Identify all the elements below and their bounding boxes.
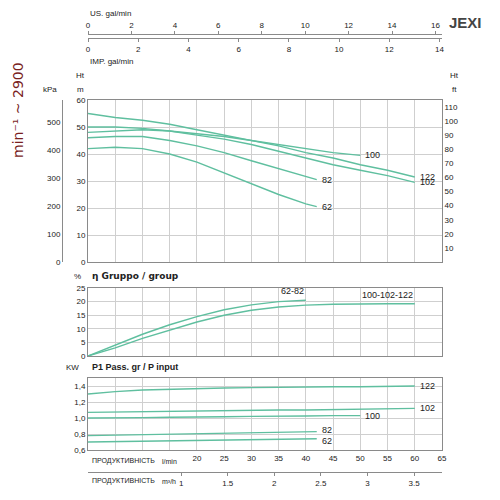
svg-text:10: 10 — [76, 325, 85, 334]
svg-text:ПРОДУКТИВНІСТЬ: ПРОДУКТИВНІСТЬ — [92, 477, 155, 485]
svg-text:65: 65 — [438, 454, 447, 463]
svg-text:30: 30 — [445, 216, 454, 225]
svg-text:Ht: Ht — [450, 71, 459, 80]
svg-text:62-82: 62-82 — [281, 286, 304, 296]
svg-text:5: 5 — [81, 338, 86, 347]
svg-text:1,2: 1,2 — [74, 398, 86, 407]
svg-text:45: 45 — [329, 454, 338, 463]
svg-text:15: 15 — [76, 311, 85, 320]
svg-text:90: 90 — [445, 131, 454, 140]
svg-text:0: 0 — [86, 21, 91, 30]
svg-text:40: 40 — [301, 454, 310, 463]
svg-text:0,6: 0,6 — [74, 446, 86, 455]
svg-text:500: 500 — [47, 118, 61, 127]
svg-text:102: 102 — [420, 177, 435, 187]
svg-text:62: 62 — [322, 436, 332, 446]
svg-text:35: 35 — [274, 454, 283, 463]
svg-text:8: 8 — [260, 21, 265, 30]
svg-text:KW: KW — [66, 363, 79, 372]
svg-text:122: 122 — [420, 381, 435, 391]
svg-text:3.5: 3.5 — [408, 479, 420, 488]
svg-text:102: 102 — [420, 403, 435, 413]
svg-text:ft: ft — [452, 85, 457, 94]
svg-text:0,8: 0,8 — [74, 430, 86, 439]
svg-text:10: 10 — [335, 45, 344, 54]
svg-text:kPa: kPa — [43, 85, 57, 94]
svg-text:m: m — [77, 85, 84, 94]
svg-text:50: 50 — [445, 187, 454, 196]
svg-text:25: 25 — [220, 454, 229, 463]
svg-text:60: 60 — [410, 454, 419, 463]
svg-text:4: 4 — [173, 21, 178, 30]
svg-text:P1 Pass. gr / P input: P1 Pass. gr / P input — [92, 362, 178, 372]
svg-text:80: 80 — [445, 145, 454, 154]
svg-text:30: 30 — [76, 177, 85, 186]
svg-text:10: 10 — [301, 21, 310, 30]
svg-text:10: 10 — [445, 244, 454, 253]
svg-text:min⁻¹ ~ 2900: min⁻¹ ~ 2900 — [10, 62, 26, 158]
svg-text:110: 110 — [445, 103, 458, 112]
svg-text:62: 62 — [322, 202, 332, 212]
svg-text:2: 2 — [129, 21, 134, 30]
svg-text:3: 3 — [365, 479, 370, 488]
svg-text:100: 100 — [47, 230, 61, 239]
svg-text:6: 6 — [236, 45, 241, 54]
svg-text:200: 200 — [47, 202, 61, 211]
svg-text:40: 40 — [76, 150, 85, 159]
svg-text:70: 70 — [445, 159, 454, 168]
svg-text:20: 20 — [76, 204, 85, 213]
svg-text:1: 1 — [179, 479, 184, 488]
svg-text:2: 2 — [136, 45, 141, 54]
svg-text:60: 60 — [445, 173, 454, 182]
svg-text:m³/h: m³/h — [162, 478, 176, 485]
svg-text:122: 122 — [420, 172, 435, 182]
svg-text:%: % — [74, 272, 81, 281]
svg-text:14: 14 — [388, 21, 397, 30]
svg-text:US. gal/min: US. gal/min — [90, 9, 131, 18]
svg-text:η Gruppo / group: η Gruppo / group — [92, 271, 179, 281]
svg-text:12: 12 — [385, 45, 394, 54]
svg-text:2.5: 2.5 — [315, 479, 327, 488]
svg-text:1.5: 1.5 — [222, 479, 234, 488]
svg-text:1,4: 1,4 — [74, 382, 86, 391]
svg-text:ПРОДУКТИВНІСТЬ: ПРОДУКТИВНІСТЬ — [92, 457, 155, 465]
svg-text:100-102-122: 100-102-122 — [362, 290, 413, 300]
svg-text:25: 25 — [76, 284, 85, 293]
svg-text:l/min: l/min — [162, 458, 177, 465]
svg-text:20: 20 — [445, 230, 454, 239]
svg-text:30: 30 — [247, 454, 256, 463]
svg-text:82: 82 — [322, 175, 332, 185]
svg-text:100: 100 — [365, 411, 380, 421]
svg-text:2: 2 — [272, 479, 277, 488]
svg-text:10: 10 — [76, 231, 85, 240]
svg-text:400: 400 — [47, 146, 61, 155]
svg-text:0: 0 — [56, 258, 61, 267]
svg-text:1,0: 1,0 — [74, 414, 86, 423]
svg-text:55: 55 — [383, 454, 392, 463]
svg-text:82: 82 — [322, 425, 332, 435]
svg-text:50: 50 — [356, 454, 365, 463]
svg-text:20: 20 — [76, 297, 85, 306]
svg-text:IMP. gal/min: IMP. gal/min — [90, 57, 133, 66]
svg-text:300: 300 — [47, 174, 61, 183]
svg-text:40: 40 — [445, 201, 454, 210]
svg-text:16: 16 — [431, 21, 440, 30]
svg-text:8: 8 — [287, 45, 292, 54]
svg-text:60: 60 — [76, 96, 85, 105]
svg-text:0: 0 — [81, 352, 86, 361]
svg-text:6: 6 — [216, 21, 221, 30]
svg-text:14: 14 — [435, 45, 444, 54]
svg-text:50: 50 — [76, 123, 85, 132]
svg-text:JEXI: JEXI — [449, 14, 482, 31]
svg-text:100: 100 — [445, 117, 459, 126]
svg-text:0: 0 — [86, 45, 91, 54]
svg-text:20: 20 — [192, 454, 201, 463]
svg-text:0: 0 — [81, 258, 86, 267]
svg-text:4: 4 — [186, 45, 191, 54]
svg-text:12: 12 — [344, 21, 353, 30]
svg-text:100: 100 — [365, 150, 380, 160]
svg-text:Ht: Ht — [76, 71, 85, 80]
